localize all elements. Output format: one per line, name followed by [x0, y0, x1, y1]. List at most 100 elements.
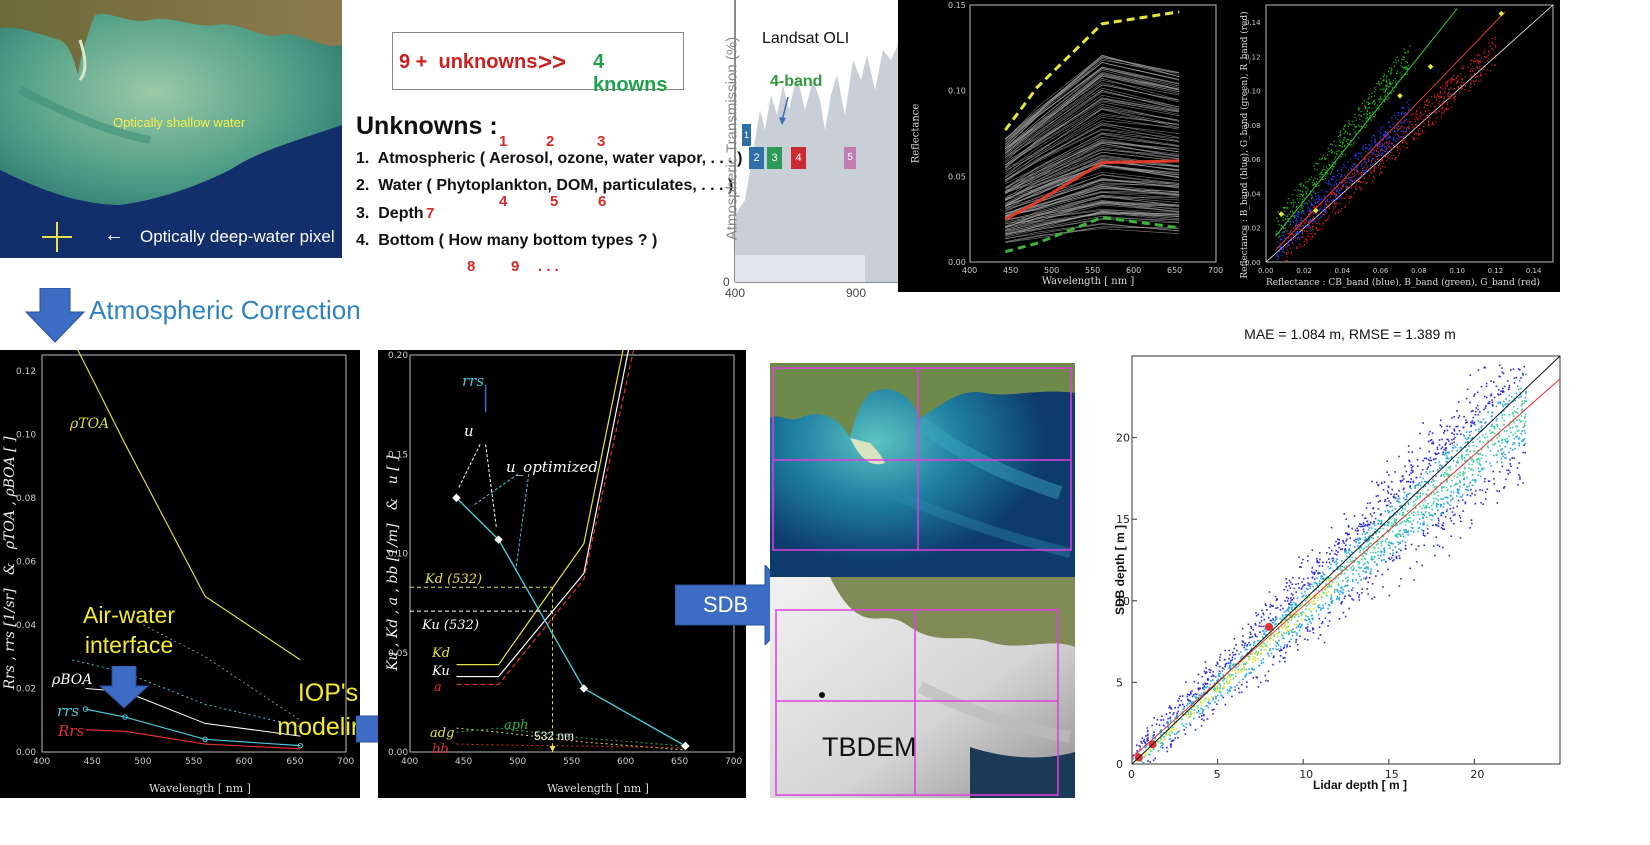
scatter-point [1363, 158, 1365, 160]
density-point [1519, 478, 1521, 480]
density-point [1407, 451, 1410, 453]
scatter-point [1423, 132, 1425, 134]
density-point [1184, 733, 1187, 735]
scatter-point [1373, 149, 1375, 151]
scatter-point [1332, 192, 1335, 194]
density-point [1493, 454, 1495, 457]
density-point [1185, 723, 1187, 725]
scatter-point [1349, 179, 1351, 181]
density-point [1200, 715, 1203, 717]
scatter-point [1379, 88, 1381, 90]
density-point [1329, 553, 1331, 555]
density-point [1386, 490, 1389, 492]
scatter-point [1417, 134, 1420, 136]
density-point [1423, 521, 1425, 523]
density-point [1377, 540, 1379, 542]
density-point [1367, 544, 1370, 546]
scatter-point [1379, 101, 1381, 103]
density-point [1387, 524, 1390, 527]
density-point [1378, 530, 1381, 533]
density-point [1335, 549, 1338, 552]
density-point [1395, 513, 1397, 516]
scatter-point [1309, 190, 1312, 192]
density-point [1243, 668, 1246, 670]
scatter-point [1390, 69, 1392, 72]
density-point [1276, 641, 1278, 644]
scatter-point [1363, 171, 1365, 174]
scatter-point [1397, 112, 1399, 114]
scatter-point [1385, 147, 1387, 149]
scatter-point [1404, 111, 1407, 114]
air-water-interface-label: Air-water interface [64, 600, 194, 660]
density-point [1428, 495, 1431, 497]
uopt-pointer-2 [515, 474, 530, 570]
scatter-point [1351, 165, 1353, 167]
scatter-point [1350, 140, 1352, 142]
scatter-point [1296, 247, 1298, 249]
density-point [1270, 652, 1273, 655]
scatter-point [1340, 168, 1343, 171]
reflectance-x-tick: 450 [1003, 266, 1018, 275]
scatter-point [1300, 183, 1302, 185]
scatter-point [1451, 81, 1453, 83]
density-point [1398, 548, 1400, 550]
density-point [1194, 696, 1196, 698]
label-k-u: u [464, 422, 474, 440]
scatter-point [1387, 154, 1389, 156]
scatter-point [1404, 113, 1406, 115]
scatter-point [1307, 232, 1309, 235]
u-point [452, 493, 461, 503]
density-point [1238, 681, 1241, 684]
scatter-point [1375, 143, 1377, 146]
scatter-point [1365, 170, 1367, 172]
scatter-point [1440, 90, 1442, 92]
density-point [1396, 536, 1399, 538]
density-point [1157, 740, 1160, 743]
scatter-point [1347, 169, 1350, 171]
scatter-point [1374, 114, 1377, 116]
density-point [1362, 548, 1365, 550]
transmission-y-tick-0: 0 [723, 275, 730, 289]
density-point [1493, 426, 1496, 429]
density-point [1181, 695, 1184, 697]
scatter-point [1390, 143, 1392, 145]
density-point [1355, 579, 1358, 581]
scatter-point [1294, 201, 1296, 203]
scatter-point [1484, 56, 1487, 58]
scatter-one-to-one-line [1265, 4, 1554, 263]
density-point [1516, 407, 1519, 410]
scatter-point [1304, 217, 1306, 220]
scatter-point [1300, 236, 1302, 238]
density-point [1286, 644, 1289, 646]
scatter-point [1474, 81, 1476, 83]
reflectance-spectrum-line [1005, 212, 1180, 233]
scatter-point [1390, 147, 1392, 149]
density-point [1497, 393, 1499, 395]
density-point [1385, 504, 1388, 507]
scatter-point [1450, 79, 1453, 81]
scatter-point [1397, 60, 1399, 62]
scatter-point [1363, 166, 1365, 168]
density-point [1449, 499, 1452, 502]
density-point [1245, 648, 1248, 651]
density-point [1328, 585, 1331, 588]
density-point [1377, 547, 1380, 550]
scatter-point [1337, 212, 1339, 214]
density-point [1226, 682, 1229, 685]
density-point [1318, 603, 1321, 606]
scatter-point [1388, 145, 1391, 148]
scatter-point [1286, 249, 1288, 251]
reflectance-y-tick: 0.05 [948, 172, 966, 181]
density-point [1291, 616, 1293, 619]
density-point [1388, 522, 1390, 525]
density-point [1363, 525, 1366, 527]
scatter-point [1338, 145, 1340, 147]
scatter-point [1427, 124, 1429, 127]
density-point [1162, 724, 1165, 727]
density-point [1287, 608, 1290, 610]
density-point [1181, 713, 1184, 715]
density-point [1347, 590, 1350, 592]
scatter-point [1379, 143, 1381, 145]
scatter-point [1366, 115, 1368, 117]
density-point [1289, 614, 1291, 617]
